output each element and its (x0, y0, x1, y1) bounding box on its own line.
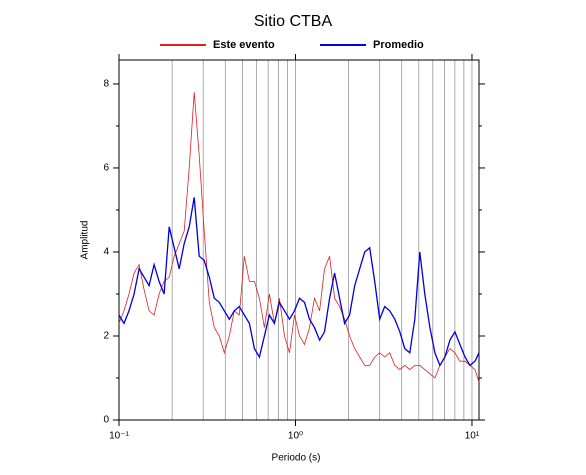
series-line (118, 92, 480, 383)
y-tick-label: 4 (103, 247, 109, 258)
y-tick-label: 2 (103, 331, 109, 342)
x-tick-label: 10⁻¹ (109, 431, 129, 442)
x-tick-label: 10⁰ (288, 431, 303, 442)
series-line (118, 197, 480, 367)
x-tick-label: 10¹ (465, 431, 480, 442)
chart-title: Sitio CTBA (254, 13, 333, 30)
x-axis-label: Periodo (s) (272, 453, 321, 464)
legend-label: Este evento (213, 39, 275, 51)
plot-frame (118, 59, 480, 421)
y-tick-label: 6 (103, 163, 109, 174)
y-tick-label: 8 (103, 79, 109, 90)
y-axis-label: Amplitud (80, 221, 91, 260)
legend-label: Promedio (373, 39, 424, 51)
y-tick-label: 0 (103, 415, 109, 426)
